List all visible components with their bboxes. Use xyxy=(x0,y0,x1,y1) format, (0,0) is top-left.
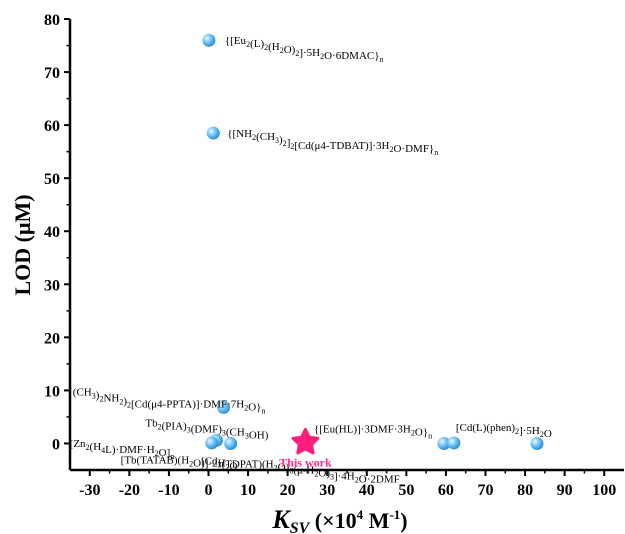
data-point xyxy=(437,436,451,450)
data-points xyxy=(202,33,544,455)
x-tick-label: 10 xyxy=(240,482,256,499)
point-label: [Cd(L)(phen)2]·5H2O xyxy=(456,422,552,440)
data-point xyxy=(217,400,231,414)
y-tick-label: 70 xyxy=(44,65,60,82)
y-tick-label: 60 xyxy=(44,118,60,135)
x-tick-label: 40 xyxy=(359,482,375,499)
x-tick-label: 70 xyxy=(478,482,494,499)
y-tick-label: 10 xyxy=(44,383,60,400)
y-tick-label: 80 xyxy=(44,12,60,29)
y-tick-label: 50 xyxy=(44,171,60,188)
x-axis-ticks: -30 -20 -10 0 10 20 30 40 50 60 70 80 90 100 xyxy=(79,470,616,499)
y-axis-title: LOD (μM) xyxy=(10,194,35,295)
point-label: Tb2(PIA)3(DMF)3(CH3OH) xyxy=(145,417,268,441)
point-label: {(CH3)2NH2)2[Cd(μ4-PPTA)]·DMF·7H2O}n xyxy=(68,386,266,415)
data-point xyxy=(530,436,544,450)
x-tick-label: 80 xyxy=(517,482,533,499)
x-tick-label: 20 xyxy=(280,482,296,499)
x-tick-label: 0 xyxy=(205,482,213,499)
x-tick-label: 60 xyxy=(438,482,454,499)
y-tick-label: 30 xyxy=(44,277,60,294)
point-label: [Zn2(H4L)·DMF·H2O]n xyxy=(70,438,175,461)
x-tick-label: 90 xyxy=(557,482,573,499)
data-point xyxy=(447,436,461,450)
data-point xyxy=(202,33,216,47)
x-tick-label: 30 xyxy=(319,482,335,499)
x-tick-label: 50 xyxy=(398,482,414,499)
y-axis-ticks: 0 10 20 30 40 50 60 70 80 xyxy=(44,12,70,453)
this-work-label: This work xyxy=(279,455,332,469)
x-axis-title: KSV (×104 M-1) xyxy=(271,505,407,534)
point-label: {[Eu(HL)]·3DMF·3H2O}n xyxy=(314,423,432,440)
point-label: [Cd3(TDPAT)(H2O)6(μ-H2O)3]·4H2O·2DMF xyxy=(201,455,400,485)
point-label: [Tb(TATAB)(H2O)]·2H2O xyxy=(121,454,238,472)
point-label: {[Eu2(L)2(H2O)2]·5H2O·6DMAC}n xyxy=(225,35,384,64)
y-tick-label: 0 xyxy=(52,436,60,453)
y-tick-label: 20 xyxy=(44,330,60,347)
this-work-star xyxy=(291,427,320,455)
data-point xyxy=(206,126,220,140)
x-tick-label: -10 xyxy=(158,482,179,499)
data-point xyxy=(224,436,238,450)
point-labels: {[Eu2(L)2(H2O)2]·5H2O·6DMAC}n {[NH2(CH3)2… xyxy=(68,35,552,485)
x-tick-label: 100 xyxy=(592,482,616,499)
data-point xyxy=(205,436,219,450)
y-tick-label: 40 xyxy=(44,224,60,241)
x-tick-label: -30 xyxy=(79,482,100,499)
point-label: {[NH2(CH3)2]2[Cd(μ4-TDBAT)]·3H2O·DMF}n xyxy=(227,128,438,157)
x-tick-label: -20 xyxy=(119,482,140,499)
